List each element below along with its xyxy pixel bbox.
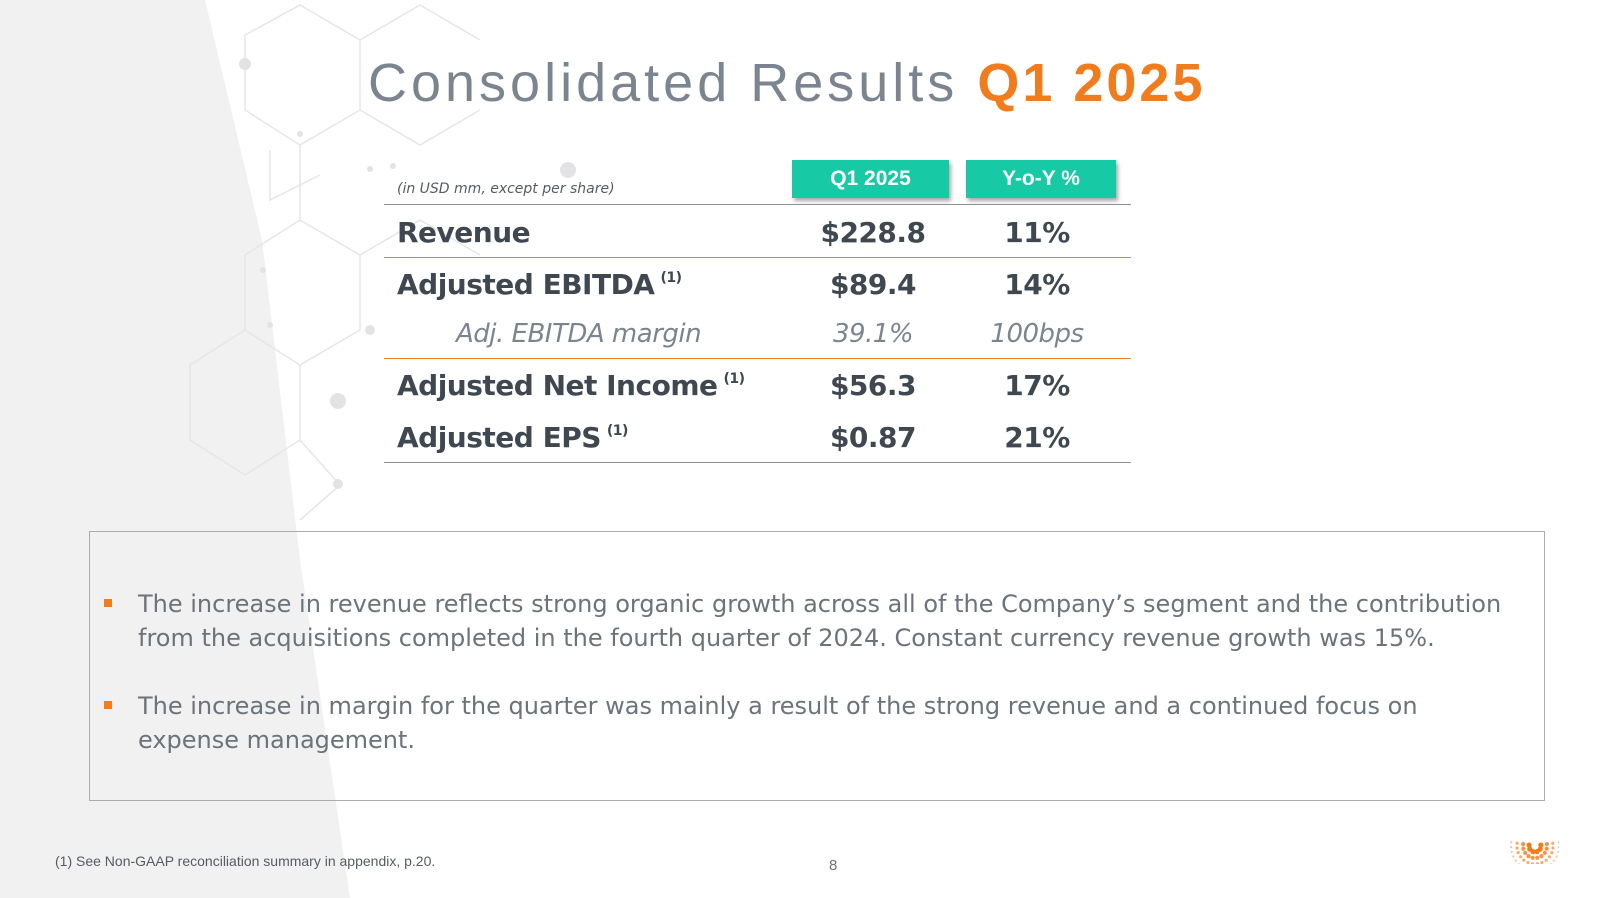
bullet-text: The increase in margin for the quarter w… [138,692,1418,754]
commentary-bullet: The increase in revenue reflects strong … [104,587,1504,655]
row-value-yoy: 21% [1004,421,1070,454]
column-header-yoy: Y-o-Y % [966,160,1116,198]
slide-title: Consolidated Results Q1 2025 [368,52,1205,114]
row-value-yoy: 17% [1004,369,1070,402]
table-unit-note: (in USD mm, except per share) [397,181,615,197]
page-number: 8 [829,857,838,874]
row-value-q1: $228.8 [820,216,926,249]
row-label: Adjusted EBITDA (1) [397,268,682,301]
row-label: Revenue [397,216,531,249]
table-top-rule [384,204,1131,205]
commentary-bullet: The increase in margin for the quarter w… [104,689,1504,757]
table-row-adjusted-eps: Adjusted EPS (1) $0.87 21% [384,412,1131,462]
row-value-q1: $56.3 [829,369,917,402]
table-divider-orange [384,358,1131,359]
footnote: (1) See Non-GAAP reconciliation summary … [55,853,436,869]
bullet-text: The increase in revenue reflects strong … [138,590,1502,652]
footnote-marker: (1) [606,423,629,439]
footnote-marker: (1) [723,371,745,387]
table-row-revenue: Revenue $228.8 11% [384,207,1131,257]
title-main: Consolidated Results [368,53,959,113]
footnote-marker: (1) [660,270,682,286]
row-value-yoy: 11% [1004,216,1070,249]
row-value-yoy: 100bps [990,319,1084,349]
row-value-q1: $0.87 [829,421,917,454]
row-label: Adjusted EPS (1) [397,421,628,454]
column-header-q1-2025: Q1 2025 [792,160,949,198]
row-label: Adjusted Net Income (1) [397,369,745,402]
title-accent: Q1 2025 [977,53,1206,113]
table-row-adj-ebitda-margin: Adj. EBITDA margin 39.1% 100bps [384,310,1131,360]
table-bottom-rule [384,462,1131,463]
table-divider-orange [384,257,1131,258]
bullet-square-icon [104,701,112,709]
row-value-q1: 39.1% [832,319,914,349]
row-value-yoy: 14% [1004,268,1070,301]
dotted-sunburst-logo-icon [1509,841,1559,864]
commentary-box: The increase in revenue reflects strong … [89,531,1545,801]
row-value-q1: $89.4 [829,268,917,301]
bullet-square-icon [104,599,112,607]
table-row-adjusted-net-income: Adjusted Net Income (1) $56.3 17% [384,360,1131,410]
table-row-adjusted-ebitda: Adjusted EBITDA (1) $89.4 14% [384,259,1131,309]
row-label: Adj. EBITDA margin [456,319,702,349]
